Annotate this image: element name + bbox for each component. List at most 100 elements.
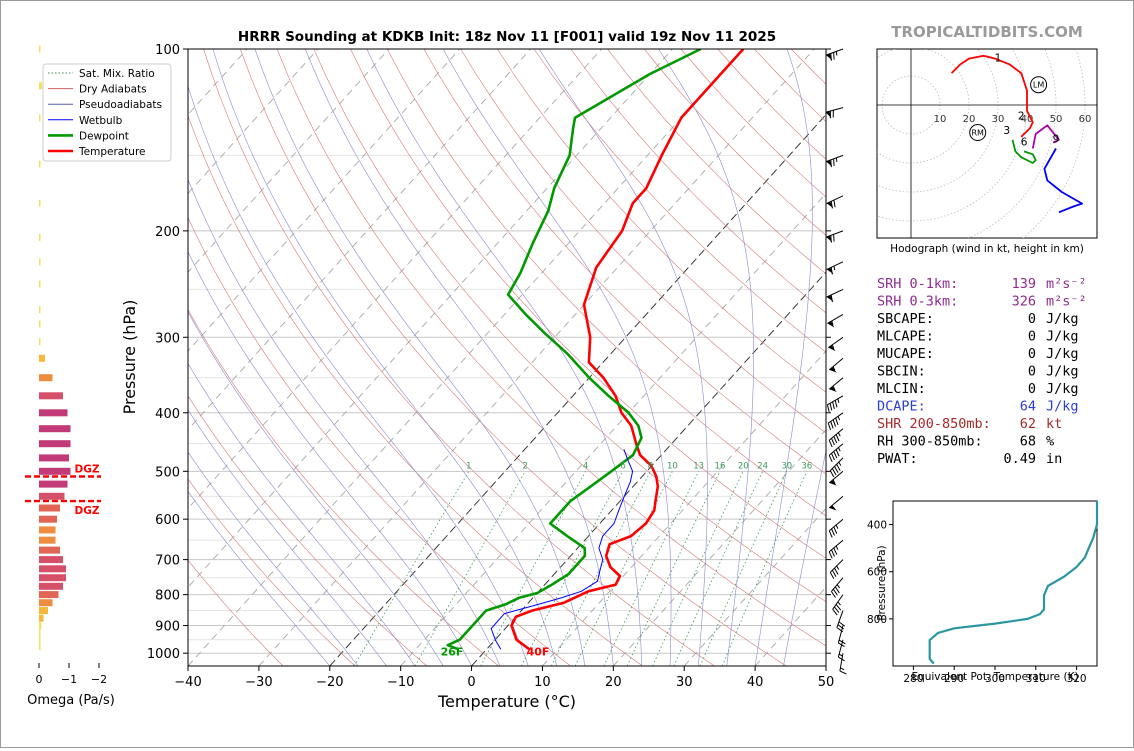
isotherm-line [683, 507, 826, 666]
omega-bar [39, 607, 48, 615]
index-unit: J/kg [1046, 329, 1079, 345]
theta-e-x-tick-label: 280 [903, 673, 923, 685]
barb-full [829, 403, 833, 411]
omega-tick-label: 0 [36, 673, 43, 686]
barb-half [832, 385, 836, 390]
barb-half [835, 545, 839, 550]
barb-half [832, 479, 836, 484]
hodograph-ring-label: 10 [934, 114, 947, 125]
barb-half [837, 447, 841, 452]
barb-full [833, 52, 835, 60]
barb-half [840, 667, 845, 671]
index-value: 0 [1028, 329, 1036, 345]
index-label: MLCIN: [877, 381, 926, 397]
barb-full [828, 551, 833, 559]
pseudoadiabat-line [188, 251, 472, 666]
omega-bar [39, 306, 41, 314]
barb-full [831, 453, 835, 461]
barb-full [833, 451, 838, 459]
x-tick-label: −20 [316, 675, 343, 690]
barb-full [830, 294, 833, 303]
mixing-ratio-label: 20 [738, 461, 749, 471]
legend: Sat. Mix. Ratio Dry Adiabats Pseudoadiabat… [42, 63, 172, 162]
barb-full [833, 234, 835, 242]
omega-bar [39, 45, 41, 53]
wind-barb [828, 428, 844, 448]
pseudoadiabat-line [188, 363, 416, 666]
barb-full [834, 400, 838, 408]
skewt-axes: −40 −30 −20 −10 0 10 20 30 40 50 100 200 300 400 500 60… [147, 43, 834, 690]
key-isotherm-line [471, 271, 826, 666]
dry-adiabat-line [276, 49, 826, 647]
barb-full [834, 567, 839, 575]
wind-barb [826, 288, 844, 303]
barb-half [837, 398, 840, 403]
barb-half [831, 320, 834, 326]
hodograph-trace [1011, 139, 1037, 164]
hodograph-ring-label: 50 [1050, 114, 1063, 125]
indices-table: SRH 0-1km: 139 m²s⁻² SRH 0-3km: 326 m²s⁻² SBCA… [877, 276, 1087, 467]
mixing-ratio-label: 36 [801, 461, 812, 471]
omega-bar [39, 582, 63, 590]
barb-full [828, 455, 833, 463]
hodograph-caption: Hodograph (wind in kt, height in km) [890, 243, 1084, 255]
pseudoadiabat-line [305, 49, 614, 666]
barb-full [838, 621, 846, 627]
pseudoadiabat-line [754, 49, 813, 666]
pseudoadiabat-line [188, 409, 387, 666]
pseudoadiabat-line [188, 311, 444, 666]
skewt-profiles [446, 49, 745, 651]
barb-staff [827, 313, 844, 324]
wind-barb [826, 261, 844, 275]
index-unit: J/kg [1046, 364, 1079, 380]
x-tick-label: −10 [387, 675, 414, 690]
isotherm-line [612, 429, 826, 666]
mixing-ratio-labels: 1 2 4 6 8 10 13 16 20 24 30 36 [466, 461, 812, 471]
index-unit: in [1046, 451, 1062, 467]
wind-barb [827, 412, 844, 431]
storm-motion-marker [969, 124, 987, 142]
wind-barb [827, 313, 844, 328]
index-unit: % [1046, 434, 1054, 450]
barb-half [832, 366, 836, 371]
legend-label: Sat. Mix. Ratio [79, 68, 155, 80]
omega-bar [39, 425, 71, 433]
omega-bar [39, 546, 60, 554]
legend-label: Dewpoint [79, 130, 129, 142]
mixing-ratio-line [603, 471, 700, 666]
dry-adiabat-line [423, 49, 826, 475]
barb-staff [828, 377, 844, 390]
x-tick-label: 20 [605, 675, 622, 690]
barb-staff [828, 357, 844, 371]
wind-barb [825, 154, 844, 168]
theta-e-y-tick-label: 400 [867, 520, 887, 532]
x-tick-label: 50 [818, 675, 835, 690]
omega-bar [39, 409, 68, 417]
omega-bar [39, 258, 41, 266]
mixing-ratio-label: 6 [620, 461, 625, 471]
barb-pennant [829, 367, 837, 373]
barb-full [829, 572, 835, 579]
omega-bar [39, 492, 65, 500]
dry-adiabat-line [350, 49, 826, 559]
dry-adiabat-line [497, 49, 826, 393]
omega-bar [39, 536, 56, 544]
barb-full [831, 549, 835, 557]
barb-half [837, 601, 841, 606]
pseudoadiabat-line [254, 49, 586, 666]
barb-full [834, 586, 840, 594]
omega-bar [39, 565, 66, 573]
omega-bar [39, 233, 41, 241]
legend-label: Dry Adiabats [79, 84, 147, 96]
wind-barb [825, 48, 844, 61]
hodograph-height-label: 3 [1003, 125, 1010, 137]
hodograph-frame [876, 48, 1098, 239]
barb-full [831, 468, 837, 476]
index-unit: J/kg [1046, 381, 1079, 397]
isotherm-line [188, 49, 673, 588]
barb-full [839, 670, 847, 675]
x-tick-label: 40 [747, 675, 764, 690]
legend-label: Pseudoadiabats [79, 99, 162, 111]
isotherm-line [400, 192, 826, 666]
